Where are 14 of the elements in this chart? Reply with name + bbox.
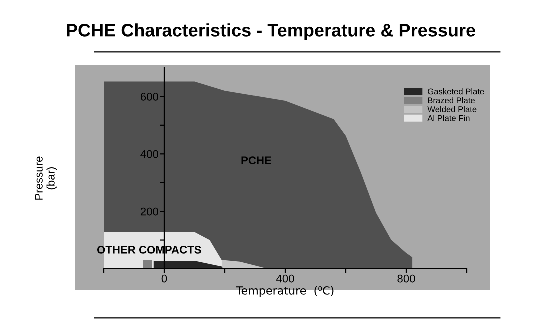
legend-label: Brazed Plate [428, 97, 475, 104]
y-axis-title: Pressure (bar) [35, 156, 58, 200]
x-axis-title: Temperature (⁰C) [236, 286, 334, 298]
legend-label: Welded Plate [428, 106, 477, 112]
x-tick-label: 800 [398, 274, 416, 283]
legend-label: Al Plate Fin [428, 115, 470, 122]
y-tick-label: 600 [140, 92, 159, 101]
x-tick-label: 400 [276, 274, 294, 283]
x-tick-label: 0 [162, 274, 168, 283]
annotation: PCHE [242, 156, 272, 164]
y-tick-label: 200 [140, 208, 159, 216]
y-tick-label: 400 [140, 150, 159, 158]
chart-title: PCHE Characteristics - Temperature & Pressure [67, 24, 476, 40]
legend-label: Gasketed Plate [428, 88, 484, 95]
